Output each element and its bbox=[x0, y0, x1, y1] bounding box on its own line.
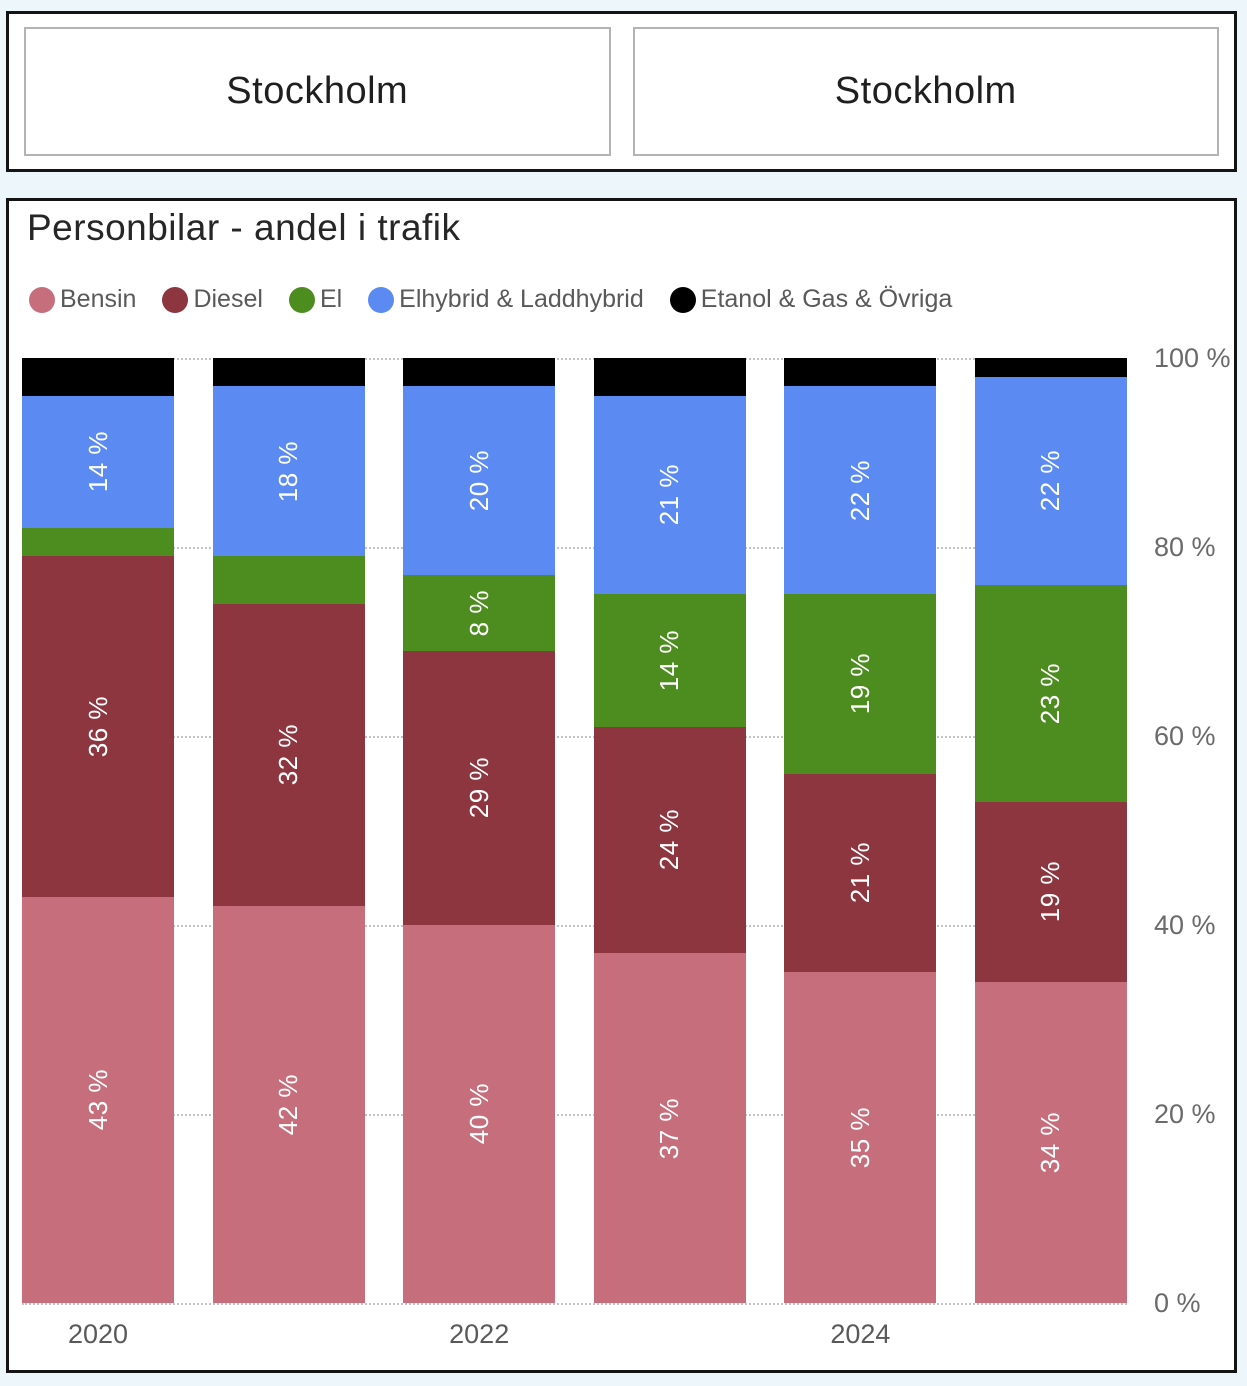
bar-segment-diesel[interactable]: 19 % bbox=[974, 802, 1127, 982]
bar-segment-el[interactable]: 19 % bbox=[784, 594, 937, 774]
bar-segment-diesel[interactable]: 36 % bbox=[22, 556, 174, 897]
gridline-100 bbox=[22, 358, 1127, 360]
bar-segment-el[interactable]: 23 % bbox=[974, 584, 1127, 803]
bar-segment-value-label: 14 % bbox=[82, 431, 113, 493]
bar-segment-el[interactable] bbox=[22, 528, 174, 557]
gridline-80 bbox=[22, 547, 1127, 549]
legend-label: Elhybrid & Laddhybrid bbox=[399, 285, 644, 313]
bar-segment-value-label: 14 % bbox=[654, 629, 685, 692]
region-select-right[interactable]: Stockholm bbox=[632, 27, 1219, 156]
chart-legend: Bensin Diesel El Elhybrid & Laddhybrid Etano… bbox=[29, 285, 952, 314]
y-axis-tick-label: 40 % bbox=[1154, 910, 1216, 940]
y-axis-tick-label: 100 % bbox=[1154, 343, 1231, 373]
legend-item-bensin[interactable]: Bensin bbox=[29, 285, 136, 314]
bar-segment-bensin[interactable]: 34 % bbox=[974, 981, 1127, 1303]
bar-2022: 40 % 29 % 8 % 20 % 2022 bbox=[403, 358, 556, 1349]
bar-segment-value-label: 29 % bbox=[463, 757, 494, 819]
bar-year-5: 34 % 19 % 23 % 22 % bbox=[974, 358, 1127, 1303]
bar-segment-value-label: 23 % bbox=[1035, 662, 1066, 725]
bar-segment-value-label: 24 % bbox=[654, 809, 685, 871]
bars-row: 43 % 36 % 14 % 2020 42 % 32 % 18 % 40 % 29 % 8 % 2… bbox=[22, 358, 1127, 1349]
bar-segment-value-label: 8 % bbox=[463, 590, 494, 637]
y-axis-tick-label: 60 % bbox=[1154, 721, 1216, 751]
bar-2020: 43 % 36 % 14 % 2020 bbox=[22, 358, 174, 1349]
bar-segment-ovriga[interactable] bbox=[974, 358, 1127, 377]
bar-segment-el[interactable]: 8 % bbox=[403, 575, 556, 651]
y-axis-tick-label: 0 % bbox=[1154, 1288, 1201, 1318]
x-axis-tick-label: 2024 bbox=[830, 1319, 891, 1349]
bar-segment-value-label: 22 % bbox=[844, 459, 875, 521]
bar-segment-diesel[interactable]: 24 % bbox=[593, 726, 746, 954]
chart-panel: Personbilar - andel i trafik Bensin Diese… bbox=[6, 198, 1237, 1373]
bar-segment-value-label: 42 % bbox=[273, 1073, 304, 1136]
bar-segment-ovriga[interactable] bbox=[784, 358, 937, 387]
region-selector-panel: Stockholm Stockholm bbox=[6, 11, 1237, 172]
legend-swatch-icon bbox=[162, 286, 189, 313]
legend-item-diesel[interactable]: Diesel bbox=[162, 285, 263, 314]
region-select-left-label: Stockholm bbox=[226, 70, 409, 112]
bar-segment-elhybrid[interactable]: 14 % bbox=[22, 395, 174, 529]
bar-segment-bensin[interactable]: 40 % bbox=[403, 925, 556, 1303]
bar-segment-el[interactable] bbox=[212, 556, 365, 604]
bar-segment-value-label: 19 % bbox=[844, 653, 875, 715]
legend-label: Etanol & Gas & Övriga bbox=[700, 285, 953, 313]
bar-segment-diesel[interactable]: 29 % bbox=[403, 650, 556, 925]
gridline-40 bbox=[22, 925, 1127, 927]
legend-swatch-icon bbox=[669, 286, 696, 313]
x-axis-tick-label: 2022 bbox=[449, 1319, 510, 1349]
bar-segment-elhybrid[interactable]: 21 % bbox=[593, 395, 746, 595]
bar-segment-value-label: 35 % bbox=[844, 1106, 875, 1169]
bar-segment-value-label: 40 % bbox=[463, 1083, 494, 1145]
bar-segment-value-label: 21 % bbox=[844, 842, 875, 904]
bar-year-3: 37 % 24 % 14 % 21 % bbox=[593, 358, 746, 1303]
bar-segment-value-label: 22 % bbox=[1035, 450, 1066, 512]
bar-segment-elhybrid[interactable]: 22 % bbox=[784, 386, 937, 595]
plot-area: 0 % 20 % 40 % 60 % 80 % 100 % 43 % 36 % 14 % 2020… bbox=[22, 345, 1231, 1349]
legend-label: Diesel bbox=[193, 285, 263, 313]
bar-2024: 35 % 21 % 19 % 22 % 2024 bbox=[784, 358, 937, 1349]
bar-segment-bensin[interactable]: 35 % bbox=[784, 972, 937, 1303]
bar-segment-bensin[interactable]: 42 % bbox=[212, 906, 365, 1303]
gridline-20 bbox=[22, 1114, 1127, 1116]
legend-item-ovriga[interactable]: Etanol & Gas & Övriga bbox=[669, 285, 953, 314]
bar-segment-el[interactable]: 14 % bbox=[593, 594, 746, 727]
bar-segment-elhybrid[interactable]: 18 % bbox=[212, 386, 365, 557]
legend-swatch-icon bbox=[368, 286, 395, 313]
y-axis-tick-label: 20 % bbox=[1154, 1099, 1216, 1129]
bar-segment-value-label: 36 % bbox=[82, 695, 113, 758]
bar-segment-value-label: 34 % bbox=[1035, 1111, 1066, 1173]
x-axis-tick-label: 2020 bbox=[67, 1319, 129, 1349]
bar-segment-value-label: 18 % bbox=[273, 440, 304, 503]
bar-segment-value-label: 20 % bbox=[463, 450, 494, 512]
bar-segment-value-label: 32 % bbox=[273, 724, 304, 786]
legend-item-elhybrid[interactable]: Elhybrid & Laddhybrid bbox=[368, 285, 644, 314]
legend-swatch-icon bbox=[29, 286, 55, 313]
bar-segment-ovriga[interactable] bbox=[22, 358, 174, 396]
bar-segment-ovriga[interactable] bbox=[403, 358, 556, 387]
bar-segment-value-label: 37 % bbox=[654, 1097, 685, 1159]
bar-segment-value-label: 43 % bbox=[82, 1069, 113, 1131]
legend-label: El bbox=[319, 285, 343, 313]
bar-segment-value-label: 19 % bbox=[1035, 861, 1066, 923]
bar-segment-diesel[interactable]: 32 % bbox=[212, 603, 365, 907]
legend-label: Bensin bbox=[60, 285, 137, 313]
region-select-right-label: Stockholm bbox=[834, 70, 1017, 112]
gridline-60 bbox=[22, 736, 1127, 738]
chart-title: Personbilar - andel i trafik bbox=[27, 207, 461, 248]
gridline-0 bbox=[22, 1303, 1127, 1305]
bar-segment-bensin[interactable]: 43 % bbox=[22, 896, 174, 1303]
legend-swatch-icon bbox=[288, 286, 315, 313]
bar-segment-elhybrid[interactable]: 22 % bbox=[974, 376, 1127, 585]
y-axis-tick-label: 80 % bbox=[1154, 532, 1216, 562]
bar-segment-ovriga[interactable] bbox=[212, 358, 365, 387]
region-select-left[interactable]: Stockholm bbox=[24, 27, 611, 156]
bar-segment-elhybrid[interactable]: 20 % bbox=[403, 386, 556, 576]
bar-segment-value-label: 21 % bbox=[654, 464, 685, 526]
bar-segment-ovriga[interactable] bbox=[593, 358, 746, 396]
legend-item-el[interactable]: El bbox=[288, 285, 343, 314]
bar-year-1: 42 % 32 % 18 % bbox=[212, 358, 365, 1303]
bar-segment-bensin[interactable]: 37 % bbox=[593, 953, 746, 1303]
bar-segment-diesel[interactable]: 21 % bbox=[784, 773, 937, 973]
